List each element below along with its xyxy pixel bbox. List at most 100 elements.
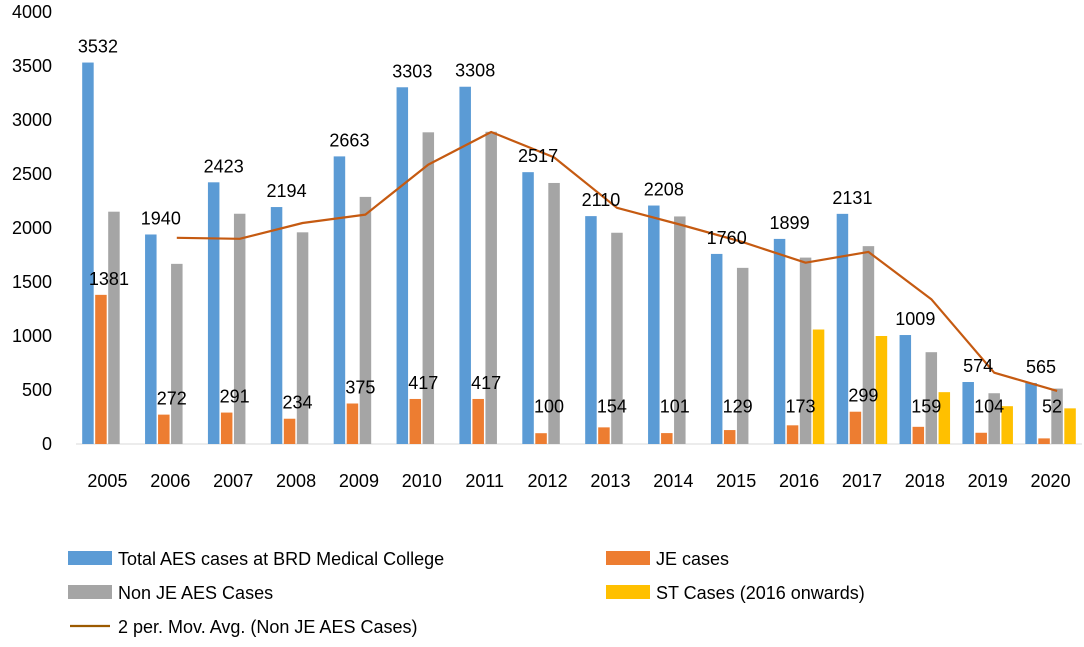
- x-tick-label: 2013: [590, 471, 630, 491]
- data-label-total: 2208: [644, 180, 684, 200]
- data-label-je: 417: [471, 373, 501, 393]
- data-label-total: 3303: [392, 61, 432, 81]
- data-label-je: 299: [848, 386, 878, 406]
- data-labels-group: 3532 1940 2423 2194 2663 3303 3308 2517 2110 2208…: [78, 37, 1062, 417]
- bar-total-aes-cases-at-brd-medical-college: [396, 87, 409, 444]
- data-label-je: 291: [220, 387, 250, 407]
- bar-non-je-aes-cases: [611, 232, 623, 444]
- legend-swatch: [68, 585, 112, 599]
- y-tick-label: 3000: [12, 110, 52, 130]
- legend-swatch: [68, 551, 112, 565]
- data-label-je: 154: [597, 396, 627, 416]
- bar-non-je-aes-cases: [925, 352, 938, 444]
- y-tick-label: 500: [22, 380, 52, 400]
- x-tick-label: 2015: [716, 471, 756, 491]
- bar-total-aes-cases-at-brd-medical-college: [1025, 382, 1037, 444]
- bar-je-cases: [409, 398, 422, 444]
- data-label-je: 52: [1042, 396, 1062, 416]
- x-tick-label: 2016: [779, 471, 819, 491]
- data-label-total: 1940: [141, 208, 181, 228]
- legend-label: ST Cases (2016 onwards): [656, 583, 865, 603]
- bars-group: [82, 62, 1076, 445]
- bar-non-je-aes-cases: [736, 267, 749, 444]
- data-label-total: 1899: [770, 213, 810, 233]
- data-label-total: 3532: [78, 37, 118, 57]
- bar-je-cases: [598, 427, 610, 444]
- bar-st-cases-2016-onwards: [1064, 408, 1076, 444]
- bar-total-aes-cases-at-brd-medical-college: [710, 253, 723, 444]
- x-tick-label: 2005: [87, 471, 127, 491]
- data-label-total: 2131: [832, 188, 872, 208]
- data-label-total: 1760: [707, 228, 747, 248]
- bar-non-je-aes-cases: [171, 263, 183, 444]
- legend-group: Total AES cases at BRD Medical College JE…: [68, 549, 865, 637]
- bar-st-cases-2016-onwards: [1001, 406, 1013, 444]
- data-label-total: 2663: [329, 130, 369, 150]
- bar-total-aes-cases-at-brd-medical-college: [333, 156, 346, 444]
- legend-label: JE cases: [656, 549, 729, 569]
- data-label-je: 159: [911, 396, 941, 416]
- bar-non-je-aes-cases: [988, 393, 1000, 444]
- data-label-total: 2110: [582, 190, 621, 210]
- legend-swatch: [606, 551, 650, 565]
- x-tick-label: 2017: [842, 471, 882, 491]
- bar-non-je-aes-cases: [548, 182, 560, 445]
- y-tick-label: 1000: [12, 326, 52, 346]
- x-tick-label: 2014: [653, 471, 693, 491]
- data-label-je: 417: [408, 373, 438, 393]
- data-label-total: 2423: [204, 156, 244, 176]
- trendline-group: [176, 130, 1058, 392]
- y-tick-label: 3500: [12, 56, 52, 76]
- legend-label: Total AES cases at BRD Medical College: [118, 549, 444, 569]
- data-label-total: 1009: [895, 309, 935, 329]
- data-label-je: 234: [283, 393, 313, 413]
- bar-non-je-aes-cases: [422, 132, 435, 444]
- legend-label: Non JE AES Cases: [118, 583, 273, 603]
- bar-je-cases: [786, 425, 799, 444]
- moving-average-line: [176, 130, 1058, 392]
- y-tick-label: 1500: [12, 272, 52, 292]
- bar-je-cases: [975, 432, 987, 444]
- bar-total-aes-cases-at-brd-medical-college: [270, 207, 283, 444]
- legend-label: 2 per. Mov. Avg. (Non JE AES Cases): [118, 617, 417, 637]
- bar-non-je-aes-cases: [862, 246, 875, 444]
- x-tick-label: 2020: [1031, 471, 1071, 491]
- legend-swatch: [606, 585, 650, 599]
- data-label-je: 173: [786, 396, 816, 416]
- y-tick-label: 2000: [12, 218, 52, 238]
- bar-je-cases: [158, 414, 170, 444]
- bar-st-cases-2016-onwards: [938, 392, 951, 444]
- bar-total-aes-cases-at-brd-medical-college: [899, 335, 912, 444]
- bar-non-je-aes-cases: [674, 216, 686, 444]
- bar-st-cases-2016-onwards: [875, 336, 888, 444]
- bar-total-aes-cases-at-brd-medical-college: [773, 238, 786, 444]
- bar-non-je-aes-cases: [359, 196, 372, 444]
- data-label-total: 2194: [267, 181, 307, 201]
- bar-non-je-aes-cases: [233, 213, 246, 444]
- x-tick-label: 2019: [968, 471, 1008, 491]
- y-tick-label: 4000: [12, 2, 52, 22]
- data-label-je: 100: [534, 396, 564, 416]
- bar-je-cases: [95, 294, 107, 444]
- bar-je-cases: [912, 426, 925, 444]
- x-tick-label: 2007: [213, 471, 253, 491]
- x-tick-label: 2018: [905, 471, 945, 491]
- bar-non-je-aes-cases: [1051, 388, 1063, 444]
- x-tick-label: 2010: [402, 471, 442, 491]
- bar-je-cases: [1038, 438, 1050, 444]
- x-tick-label: 2011: [465, 471, 504, 491]
- bar-total-aes-cases-at-brd-medical-college: [459, 86, 471, 445]
- data-label-total: 3308: [455, 61, 495, 81]
- bar-st-cases-2016-onwards: [812, 329, 825, 444]
- bar-je-cases: [661, 433, 673, 444]
- bar-je-cases: [220, 412, 233, 444]
- data-label-total: 2517: [518, 146, 558, 166]
- bar-total-aes-cases-at-brd-medical-college: [82, 62, 94, 444]
- bar-non-je-aes-cases: [799, 257, 812, 444]
- data-label-je: 101: [660, 396, 690, 416]
- x-tick-label: 2006: [150, 471, 190, 491]
- bar-je-cases: [535, 433, 547, 444]
- data-label-je: 129: [723, 396, 753, 416]
